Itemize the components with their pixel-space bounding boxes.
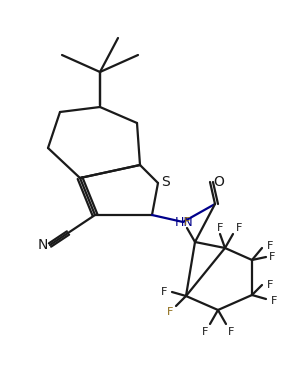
Text: F: F [217, 223, 223, 233]
Text: F: F [161, 287, 167, 297]
Text: F: F [184, 217, 190, 227]
Text: N: N [38, 238, 48, 252]
Text: F: F [202, 327, 208, 337]
Text: F: F [267, 241, 273, 251]
Text: S: S [161, 175, 169, 189]
Text: HN: HN [175, 216, 193, 228]
Text: F: F [269, 252, 275, 262]
Text: F: F [267, 280, 273, 290]
Text: F: F [228, 327, 234, 337]
Text: F: F [167, 307, 173, 317]
Text: F: F [236, 223, 242, 233]
Text: F: F [271, 296, 277, 306]
Text: O: O [214, 175, 224, 189]
